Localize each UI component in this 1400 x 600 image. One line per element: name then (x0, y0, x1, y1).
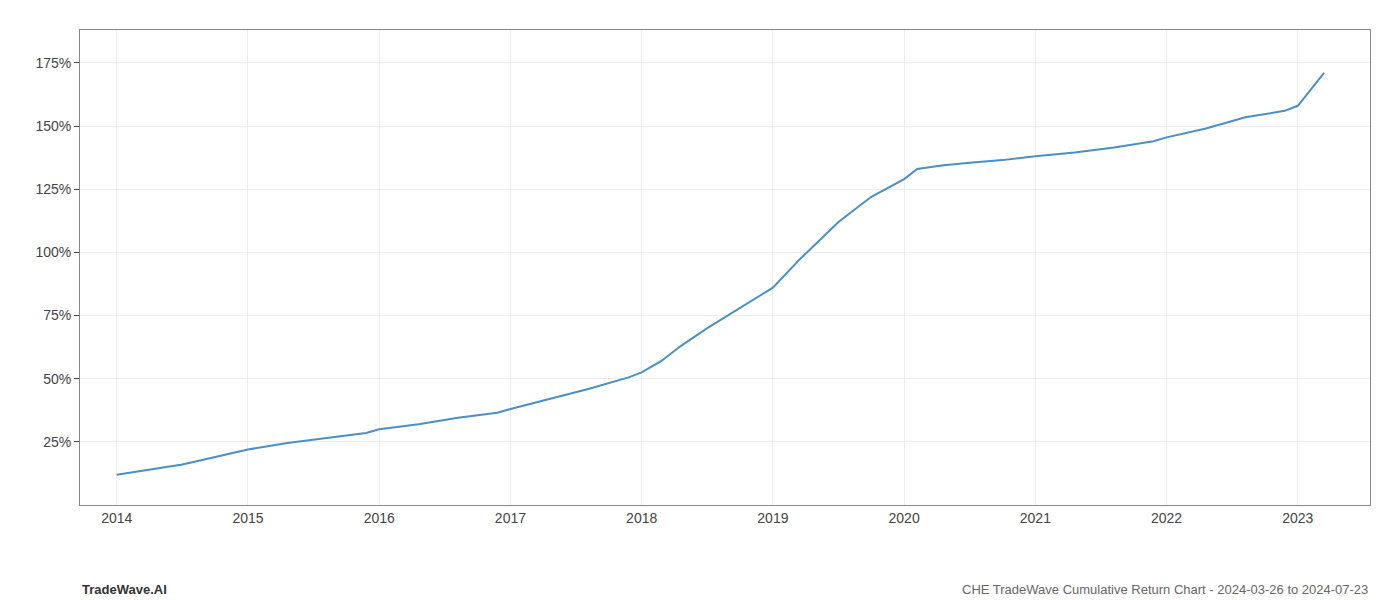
svg-text:100%: 100% (35, 244, 71, 260)
svg-text:50%: 50% (43, 371, 71, 387)
svg-text:2019: 2019 (757, 510, 788, 526)
svg-text:125%: 125% (35, 181, 71, 197)
svg-text:2014: 2014 (101, 510, 132, 526)
svg-text:75%: 75% (43, 307, 71, 323)
svg-text:175%: 175% (35, 55, 71, 71)
svg-text:2022: 2022 (1151, 510, 1182, 526)
svg-text:2018: 2018 (626, 510, 657, 526)
svg-text:2023: 2023 (1282, 510, 1313, 526)
svg-text:2021: 2021 (1020, 510, 1051, 526)
svg-text:150%: 150% (35, 118, 71, 134)
svg-text:2020: 2020 (889, 510, 920, 526)
svg-text:CHE TradeWave Cumulative Retur: CHE TradeWave Cumulative Return Chart - … (962, 582, 1368, 597)
svg-text:2017: 2017 (495, 510, 526, 526)
svg-text:TradeWave.AI: TradeWave.AI (82, 582, 167, 597)
svg-text:2015: 2015 (232, 510, 263, 526)
svg-text:25%: 25% (43, 434, 71, 450)
svg-text:2016: 2016 (364, 510, 395, 526)
